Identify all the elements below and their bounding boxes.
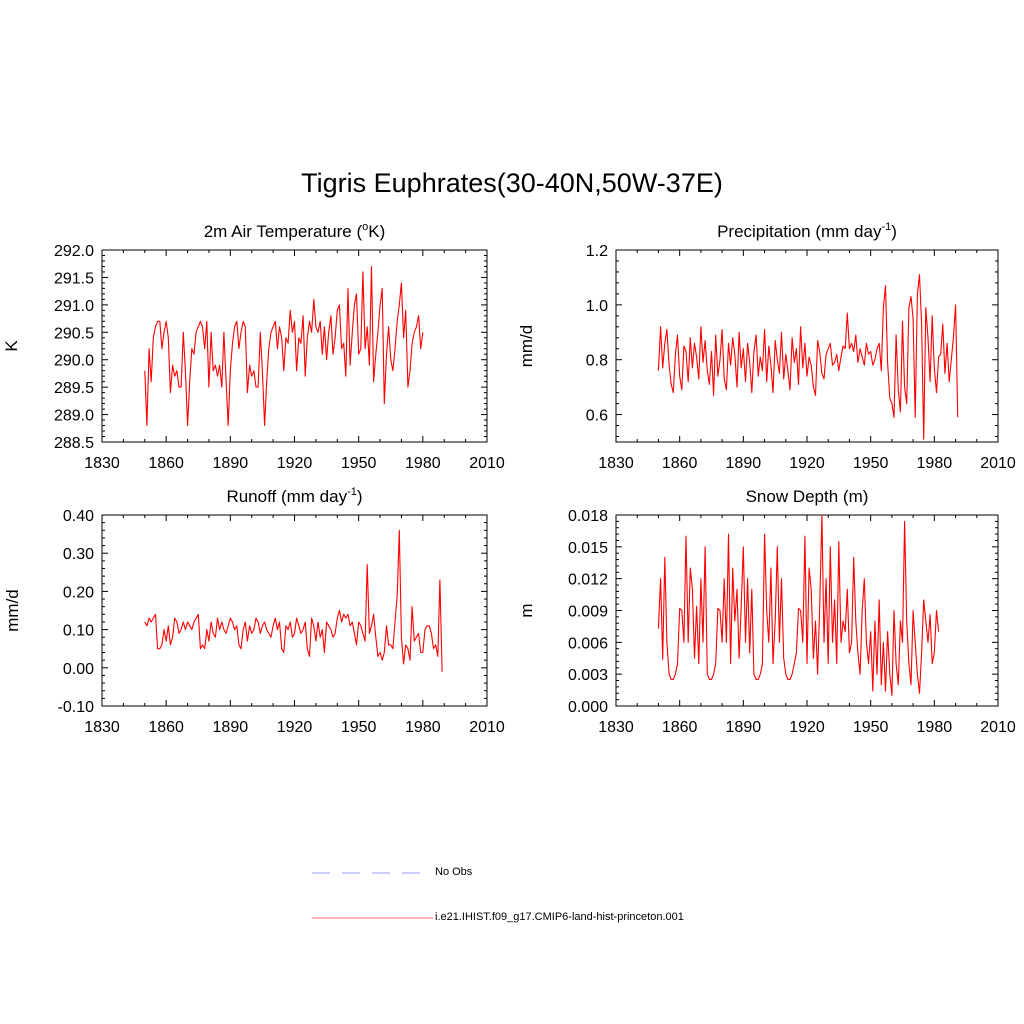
legend-line-no-obs — [312, 872, 420, 874]
x-tick-label: 1980 — [405, 455, 441, 472]
y-tick-label: 0.018 — [568, 508, 608, 525]
x-tick-label: 2010 — [980, 455, 1016, 472]
series-line — [657, 514, 940, 696]
y-tick-label: 0.6 — [586, 408, 608, 425]
panel-title: 2m Air Temperature (oK) — [204, 221, 386, 241]
x-tick-label: 1890 — [213, 455, 249, 472]
y-tick-label: 289.0 — [54, 408, 94, 425]
x-tick-label: 1950 — [341, 455, 377, 472]
x-tick-label: 1860 — [662, 455, 698, 472]
x-tick-label: 1830 — [598, 455, 634, 472]
x-tick-label: 1980 — [917, 455, 953, 472]
x-tick-label: 1920 — [277, 719, 313, 736]
panel-title-tail: ) — [891, 222, 897, 241]
y-tick-label: 0.20 — [63, 584, 94, 601]
plot-frame — [615, 249, 999, 443]
series-line — [144, 265, 424, 427]
y-tick-label: 290.5 — [54, 325, 94, 342]
x-tick-label: 2010 — [469, 455, 505, 472]
y-tick-label: 1.2 — [586, 243, 608, 260]
x-tick-label: 1890 — [213, 719, 249, 736]
series-line — [657, 274, 959, 440]
plot-frame — [101, 514, 488, 707]
panel-title-sup: -1 — [347, 486, 357, 498]
x-tick-label: 1950 — [853, 455, 889, 472]
legend-label-no-obs: No Obs — [435, 866, 473, 878]
y-axis-label: mm/d — [3, 589, 22, 632]
y-axis-label: mm/d — [517, 325, 536, 368]
x-tick-label: 1860 — [148, 455, 184, 472]
x-tick-label: 1860 — [662, 719, 698, 736]
y-axis-label: m — [517, 603, 536, 617]
x-tick-label: 1830 — [84, 455, 120, 472]
y-tick-label: 288.5 — [54, 435, 94, 452]
y-tick-label: 1.0 — [586, 298, 608, 315]
y-tick-label: 0.000 — [568, 699, 608, 716]
x-tick-label: 1920 — [789, 455, 825, 472]
x-tick-label: 1890 — [726, 719, 762, 736]
x-tick-label: 1920 — [789, 719, 825, 736]
x-tick-label: 1950 — [853, 719, 889, 736]
panel-title-text: Precipitation (mm day — [717, 222, 882, 241]
x-tick-label: 1830 — [598, 719, 634, 736]
y-tick-label: 0.006 — [568, 635, 608, 652]
x-tick-label: 2010 — [469, 719, 505, 736]
x-tick-label: 1950 — [341, 719, 377, 736]
panel-title-sup: -1 — [881, 221, 891, 233]
y-tick-label: 0.8 — [586, 353, 608, 370]
y-tick-label: 0.10 — [63, 623, 94, 640]
panel-2: 1830 1860 1890 1920 1950 1980 2010 -0.10 0.00 0.1… — [3, 486, 505, 736]
panel-0: 1830 1860 1890 1920 1950 1980 2010 288.5 289.0 28… — [2, 221, 505, 472]
y-tick-label: 0.40 — [63, 508, 94, 525]
panel-title: Precipitation (mm day-1) — [717, 221, 897, 241]
plot-frame — [615, 514, 999, 707]
plot-frame — [101, 249, 488, 443]
y-tick-label: 291.5 — [54, 270, 94, 287]
panel-title: Runoff (mm day-1) — [226, 486, 362, 506]
series-line — [144, 529, 443, 672]
y-tick-label: 0.015 — [568, 540, 608, 557]
page-title: Tigris Euphrates(30-40N,50W-37E) — [301, 168, 723, 198]
y-tick-label: 292.0 — [54, 243, 94, 260]
x-tick-label: 2010 — [980, 719, 1016, 736]
y-tick-label: 289.5 — [54, 380, 94, 397]
panel-3: 1830 1860 1890 1920 1950 1980 2010 0.000 0.003 0.… — [517, 487, 1016, 736]
panel-title-sup: o — [362, 221, 368, 233]
y-tick-label: 0.003 — [568, 667, 608, 684]
y-tick-label: 290.0 — [54, 353, 94, 370]
x-tick-label: 1920 — [277, 455, 313, 472]
panel-title-text: Runoff (mm day — [226, 487, 347, 506]
panel-title-tail: K) — [368, 222, 385, 241]
panel-title-tail: ) — [357, 487, 363, 506]
x-tick-label: 1860 — [148, 719, 184, 736]
y-tick-label: -0.10 — [58, 699, 95, 716]
x-tick-label: 1980 — [917, 719, 953, 736]
panel-1: 1830 1860 1890 1920 1950 1980 2010 0.6 0.8 1.0 1.2… — [517, 221, 1016, 472]
y-axis-label: K — [2, 340, 21, 352]
legend-label-model: i.e21.IHIST.f09_g17.CMIP6-land-hist-prin… — [435, 911, 684, 923]
y-tick-label: 0.012 — [568, 572, 608, 589]
panel-title-text: Snow Depth (m) — [746, 487, 869, 506]
x-tick-label: 1890 — [726, 455, 762, 472]
panel-title-text: 2m Air Temperature ( — [204, 222, 363, 241]
y-tick-label: 0.00 — [63, 661, 94, 678]
y-tick-label: 0.009 — [568, 604, 608, 621]
x-tick-label: 1830 — [84, 719, 120, 736]
panel-title: Snow Depth (m) — [746, 487, 869, 506]
y-tick-label: 0.30 — [63, 546, 94, 563]
legend-line-model — [312, 917, 433, 919]
y-tick-label: 291.0 — [54, 298, 94, 315]
x-tick-label: 1980 — [405, 719, 441, 736]
